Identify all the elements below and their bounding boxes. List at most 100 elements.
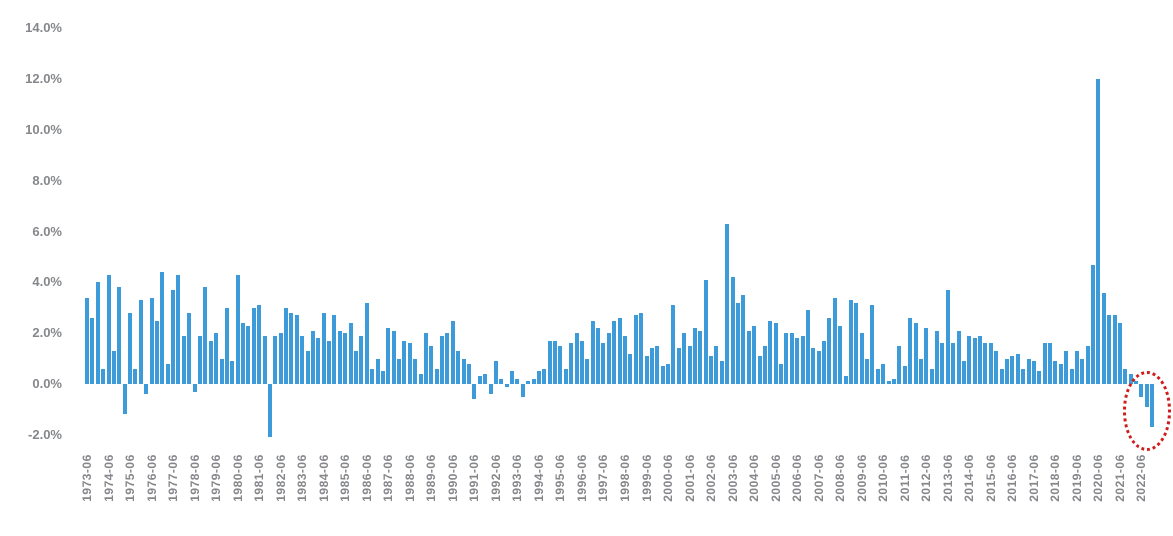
x-axis-tick-label: 2007-06 <box>811 454 826 502</box>
bar <box>773 323 778 384</box>
bar <box>251 307 256 384</box>
bar <box>391 330 396 384</box>
bar <box>171 290 176 384</box>
bar <box>735 302 740 384</box>
bar <box>337 330 342 384</box>
x-axis-tick-label: 1987-06 <box>381 454 396 502</box>
x-axis-tick-label: 2011-06 <box>897 454 912 502</box>
bar <box>719 361 724 384</box>
bar <box>85 297 89 384</box>
bar <box>961 361 966 384</box>
bar <box>520 384 525 397</box>
bar <box>1053 361 1058 384</box>
bar <box>348 323 353 384</box>
bar <box>692 328 697 384</box>
bar <box>526 381 531 384</box>
bar <box>488 384 493 395</box>
x-axis-tick-label: 1984-06 <box>316 454 331 502</box>
bar <box>1101 292 1106 384</box>
bar <box>972 338 977 384</box>
bar <box>649 348 654 384</box>
bar <box>483 373 488 384</box>
x-axis-tick-label: 1974-06 <box>101 454 116 502</box>
bar <box>386 328 391 384</box>
bar <box>402 340 407 384</box>
bar <box>579 340 584 384</box>
bar <box>827 317 832 384</box>
bar <box>623 335 627 384</box>
bar <box>714 345 719 384</box>
bar <box>407 343 412 384</box>
x-axis-tick-label: 1983-06 <box>295 454 310 502</box>
bar <box>875 368 880 384</box>
bar <box>370 368 375 384</box>
bar <box>854 302 859 384</box>
bar <box>1123 368 1128 384</box>
y-axis-tick-label: 14.0% <box>25 20 62 36</box>
bar <box>838 325 843 384</box>
bar <box>881 363 886 384</box>
bar <box>978 335 983 384</box>
bar <box>440 335 445 384</box>
bar <box>397 358 402 384</box>
bar <box>913 323 918 384</box>
x-axis-tick-label: 1977-06 <box>166 454 181 502</box>
x-axis-tick-label: 1976-06 <box>144 454 159 502</box>
bar <box>531 378 536 384</box>
bar <box>1107 315 1112 384</box>
bar <box>160 272 165 384</box>
bar <box>332 315 337 384</box>
bar <box>305 350 310 384</box>
bar <box>666 363 671 384</box>
highlight-ellipse-annotation <box>1122 371 1172 451</box>
bar <box>784 333 789 384</box>
bar <box>892 378 896 384</box>
x-axis-tick-label: 1989-06 <box>424 454 439 502</box>
bar <box>709 356 714 384</box>
bar <box>1074 350 1079 384</box>
bar <box>682 333 687 384</box>
bar <box>192 384 197 392</box>
bar <box>235 274 240 384</box>
bar <box>596 328 601 384</box>
bar <box>1037 371 1042 384</box>
bar <box>1004 358 1009 384</box>
bar <box>165 363 170 384</box>
bar <box>149 297 154 384</box>
bar <box>945 290 950 384</box>
x-axis-tick-label: 1999-06 <box>639 454 654 502</box>
bar <box>197 335 202 384</box>
bar <box>122 384 127 415</box>
x-axis-tick-label: 1975-06 <box>123 454 138 502</box>
bar <box>187 312 192 384</box>
bar <box>375 358 380 384</box>
x-axis-tick-label: 1982-06 <box>273 454 288 502</box>
bar <box>542 368 547 384</box>
bar <box>343 333 348 384</box>
bar <box>601 343 606 384</box>
bar <box>181 335 186 384</box>
bar <box>472 384 477 400</box>
bar <box>940 343 945 384</box>
x-axis-tick-label: 1998-06 <box>618 454 632 502</box>
bar <box>429 345 434 384</box>
bar <box>278 333 283 384</box>
x-axis-tick-label: 1979-06 <box>209 454 224 502</box>
bar <box>886 381 891 384</box>
bar <box>1069 368 1074 384</box>
bar <box>477 376 482 384</box>
y-axis-tick-label: 12.0% <box>25 71 62 87</box>
bar <box>908 317 913 384</box>
bar <box>90 317 95 384</box>
x-axis-tick-label: 2004-06 <box>747 454 762 502</box>
bar <box>504 384 509 387</box>
bar <box>741 295 746 384</box>
bar <box>267 384 272 438</box>
x-axis-tick-label: 1990-06 <box>445 454 460 502</box>
bar <box>1010 356 1015 384</box>
bar <box>413 358 418 384</box>
bar <box>101 368 106 384</box>
bar <box>257 305 262 384</box>
bar <box>865 358 870 384</box>
